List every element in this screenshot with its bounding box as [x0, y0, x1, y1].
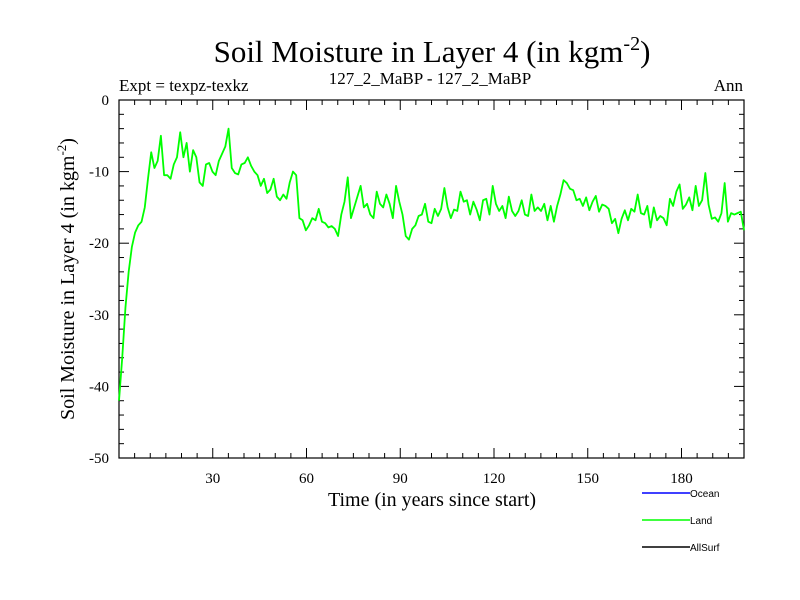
chart-title-sup: -2: [623, 33, 640, 55]
chart-title: Soil Moisture in Layer 4 (in kgm-2): [214, 33, 651, 69]
y-axis-label-close: ): [57, 138, 79, 145]
x-tick-label: 90: [393, 471, 408, 487]
x-tick-label: 180: [670, 471, 693, 487]
x-axis-label: Time (in years since start): [328, 489, 536, 511]
y-tick-label: 0: [102, 93, 110, 109]
subtitle-center: 127_2_MaBP - 127_2_MaBP: [329, 69, 531, 88]
subtitle-left: Expt = texpz-texkz: [119, 76, 249, 95]
subtitle-right: Ann: [714, 76, 744, 95]
y-axis-label-sup: -2: [54, 145, 69, 156]
legend-label-land: Land: [690, 516, 712, 527]
series-layer: [118, 127, 745, 401]
y-axis-label-main: Soil Moisture in Layer 4 (in kgm: [57, 155, 79, 420]
chart-title-main: Soil Moisture in Layer 4 (in kgm: [214, 34, 624, 69]
legend-label-ocean: Ocean: [690, 489, 719, 500]
series-line-land: [118, 127, 745, 401]
x-tick-label: 120: [483, 471, 506, 487]
plot-frame: [118, 99, 745, 459]
x-tick-label: 60: [299, 471, 314, 487]
legend-label-allsurf: AllSurf: [690, 543, 720, 554]
chart-title-close: ): [640, 34, 650, 69]
axis-ticks: [119, 100, 744, 458]
y-tick-label: -30: [89, 308, 109, 324]
y-tick-label: -10: [89, 165, 109, 181]
axis-tick-labels: 30 60 90 120 150 180 0 -10 -20 -30 -40 -50: [89, 93, 693, 487]
x-tick-label: 30: [205, 471, 220, 487]
y-axis-label: Soil Moisture in Layer 4 (in kgm-2): [54, 138, 79, 420]
x-tick-label: 150: [577, 471, 600, 487]
y-tick-label: -40: [89, 379, 109, 395]
legend: Ocean Land AllSurf: [642, 489, 720, 554]
y-tick-label: -50: [89, 451, 109, 467]
y-tick-label: -20: [89, 236, 109, 252]
